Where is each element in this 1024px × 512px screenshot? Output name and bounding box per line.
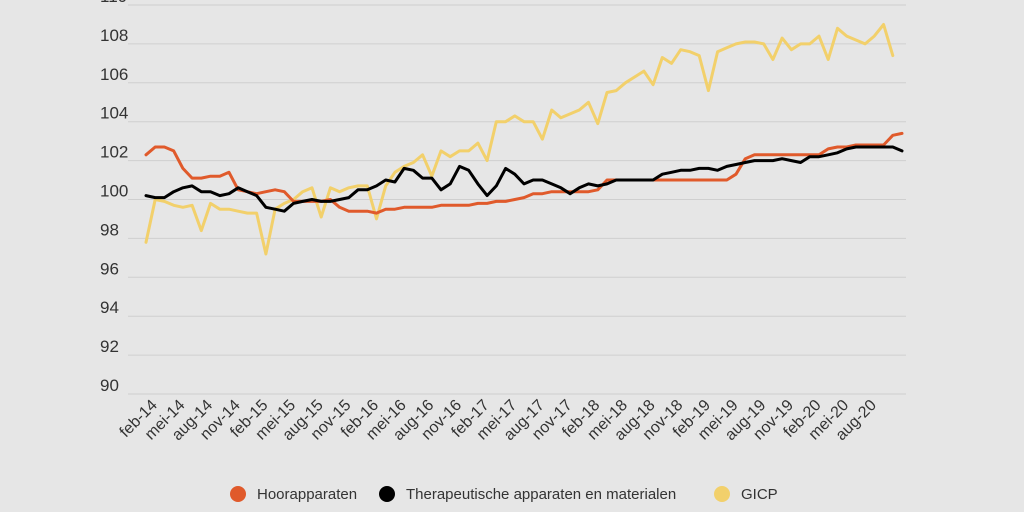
y-tick-label: 98 (100, 220, 119, 239)
y-tick-label: 90 (100, 376, 119, 395)
y-axis-ticks: 90 92 94 96 98 100 102 104 106 108 110 (100, 0, 128, 395)
legend-marker (230, 486, 246, 502)
series-line-therapeutische-apparaten-en-materialen (144, 145, 904, 213)
series-line-gicp (144, 23, 895, 256)
y-tick-label: 106 (100, 65, 128, 84)
series-lines (144, 23, 904, 256)
x-axis-ticks: feb-14mei-14aug-14nov-14feb-15mei-15aug-… (117, 397, 880, 444)
y-tick-label: 110 (100, 0, 127, 6)
y-tick-label: 108 (100, 26, 128, 45)
legend-marker (379, 486, 395, 502)
series-line-hoorapparaten (144, 131, 904, 215)
legend-marker (714, 486, 730, 502)
y-tick-label: 96 (100, 259, 119, 278)
legend-label: GICP (741, 486, 778, 503)
legend: Hoorapparaten Therapeutische apparaten en… (230, 486, 778, 503)
legend-label: Hoorapparaten (257, 486, 357, 503)
legend-label: Therapeutische apparaten en materialen (406, 486, 676, 503)
y-tick-label: 100 (100, 182, 128, 201)
y-tick-label: 94 (100, 298, 119, 317)
y-tick-label: 102 (100, 143, 128, 162)
y-tick-label: 104 (100, 104, 128, 123)
y-tick-label: 92 (100, 337, 119, 356)
